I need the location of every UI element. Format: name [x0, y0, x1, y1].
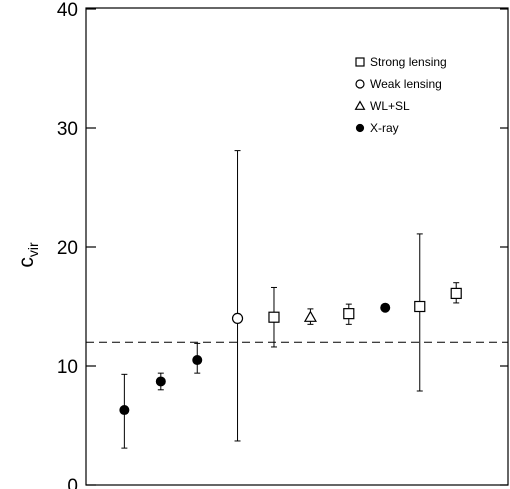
data-point — [303, 310, 317, 322]
legend-marker — [355, 57, 365, 67]
y-tick-label: 30 — [57, 119, 78, 140]
y-tick-label: 40 — [57, 0, 78, 21]
data-point — [231, 312, 244, 324]
data-point — [192, 355, 203, 366]
legend-label: Strong lensing — [370, 55, 447, 69]
data-point — [343, 308, 355, 320]
data-point — [450, 287, 462, 300]
data-points — [119, 150, 462, 449]
y-axis-label-sub: vir — [25, 242, 41, 257]
y-tick-label: 0 — [67, 476, 78, 489]
legend: Strong lensing Weak lensing WL+SL X-ray — [354, 55, 447, 135]
legend-label: X-ray — [370, 121, 399, 135]
data-point — [414, 300, 426, 313]
y-tick-label: 20 — [57, 238, 78, 259]
y-tick-label: 10 — [57, 357, 78, 378]
data-point — [268, 311, 280, 323]
y-axis-ticks: 0 10 20 30 40 — [57, 0, 508, 489]
y-axis-label-main: c — [15, 257, 38, 268]
y-axis-label: cvir — [15, 242, 41, 268]
data-point — [119, 405, 130, 416]
plot-frame — [85, 7, 509, 486]
legend-marker — [354, 100, 366, 110]
data-point — [155, 376, 166, 387]
legend-marker — [355, 79, 365, 89]
legend-label: WL+SL — [370, 99, 410, 113]
legend-marker — [355, 123, 365, 133]
legend-label: Weak lensing — [370, 77, 442, 91]
data-point — [380, 302, 391, 313]
